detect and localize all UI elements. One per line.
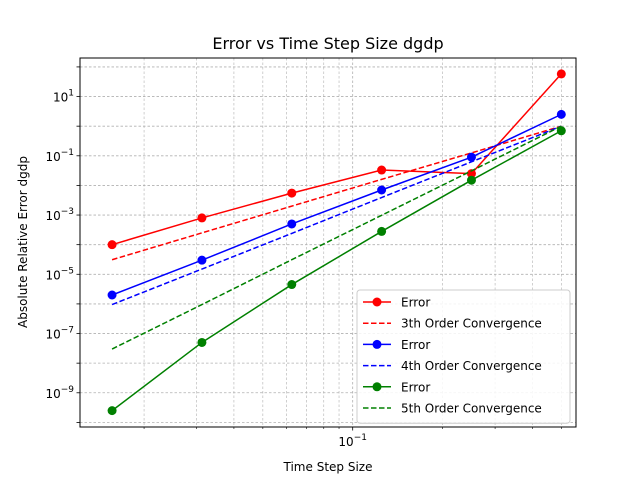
data-point [377,165,387,175]
legend: Error 3th Order Convergence Error 4th Order… [356,289,571,424]
series-5 [107,126,566,416]
series-3 [107,109,566,300]
legend-box [356,289,571,424]
y-axis-label: Absolute Relative Error dgdp [16,156,30,328]
y-tick-label: 10−5 [45,266,74,282]
legend-item: Error [363,380,430,394]
series-line [111,125,562,350]
y-tick-label: 10−7 [45,326,74,342]
chart-title: Error vs Time Step Size dgdp [212,34,443,53]
data-point [107,290,117,300]
series-1 [107,69,566,250]
y-tick-label: 10−1 [45,148,74,164]
data-point [197,337,207,347]
series-line [111,125,562,261]
data-point [197,255,207,265]
legend-item: 4th Order Convergence [363,359,542,373]
data-point [377,185,387,195]
data-point [466,152,476,162]
axis-ticks: 10−1 10−9 10−7 10−5 10−3 10−1 101 [45,66,562,449]
data-point [107,406,117,416]
legend-label: Error [401,338,430,352]
data-point [466,169,476,179]
legend-item: Error [363,338,430,352]
legend-item: Error [363,296,430,310]
data-point [556,109,566,119]
legend-label: 3th Order Convergence [401,317,542,331]
legend-item: 5th Order Convergence [363,402,542,416]
data-point [287,219,297,229]
series-line [111,125,562,306]
legend-label: 5th Order Convergence [401,402,542,416]
x-tick-label: 10−1 [338,433,367,449]
data-point [287,188,297,198]
y-tick-label: 101 [53,89,74,105]
data-point [107,240,117,250]
data-point [556,126,566,136]
series-line [111,73,562,246]
data-point [197,213,207,223]
series-line [111,113,562,296]
series-6 [111,125,562,350]
data-point [556,69,566,79]
data-point [377,226,387,236]
series-2 [111,125,562,261]
legend-item: 3th Order Convergence [363,317,542,331]
y-tick-label: 10−9 [45,385,74,401]
legend-marker [372,339,382,349]
x-axis-label: Time Step Size [283,460,373,474]
legend-marker [372,382,382,392]
legend-marker [372,297,382,307]
series-4 [111,125,562,306]
legend-label: Error [401,296,430,310]
data-point [287,280,297,290]
series-layer [107,69,566,416]
data-point [466,175,476,185]
plot-frame [79,57,577,428]
series-line [111,130,562,412]
legend-label: 4th Order Convergence [401,359,542,373]
y-tick-label: 10−3 [45,207,74,223]
legend-label: Error [401,380,430,394]
